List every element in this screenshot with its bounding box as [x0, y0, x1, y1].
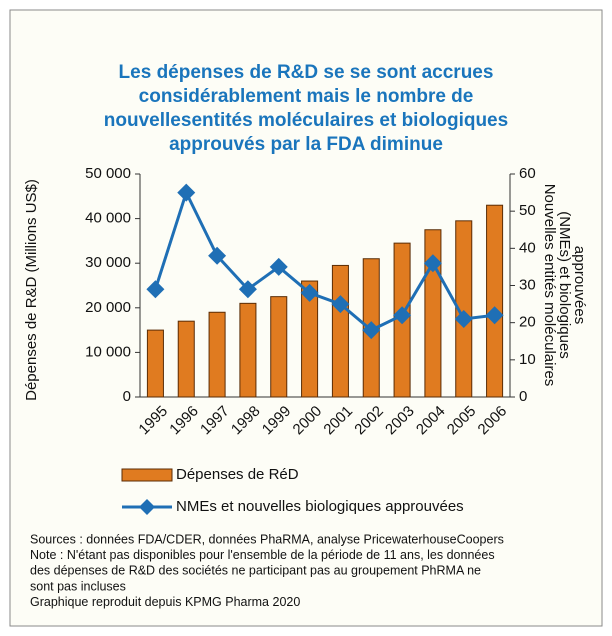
- bar: [331, 264, 349, 398]
- y-tick-label: 50 000: [85, 165, 131, 182]
- bar: [208, 311, 226, 398]
- bar: [146, 329, 164, 398]
- y2-axis-title: (NMEs) et biologiques: [556, 211, 573, 359]
- marker: [331, 295, 350, 314]
- y-tick-label: 40 000: [85, 210, 131, 227]
- y-axis-title: Dépenses de R&D (Millions US$): [23, 179, 40, 401]
- legend-label: NMEs et nouvelles biologiques approuvées: [176, 498, 464, 515]
- bar: [301, 280, 319, 398]
- bar: [486, 204, 504, 398]
- y2-tick-label: 10: [519, 351, 536, 368]
- marker: [393, 306, 412, 325]
- bar: [239, 302, 257, 398]
- note: Note : N'étant pas disponibles pour l'en…: [30, 548, 495, 562]
- note: Sources : données FDA/CDER, données PhaR…: [30, 532, 504, 546]
- marker: [362, 321, 381, 340]
- marker: [238, 280, 257, 299]
- y-tick-label: 0: [123, 388, 131, 405]
- bar: [270, 296, 288, 398]
- y-tick-label: 10 000: [85, 343, 131, 360]
- y2-tick-label: 60: [519, 165, 536, 182]
- chart-title: approuvés par la FDA diminue: [169, 134, 443, 155]
- marker: [454, 309, 473, 328]
- y2-tick-label: 30: [519, 276, 536, 293]
- legend-swatch: [121, 468, 173, 482]
- line: [153, 188, 495, 332]
- note: des dépenses de R&D des sociétés ne part…: [30, 564, 481, 578]
- bar: [455, 220, 473, 398]
- y2-tick-label: 0: [519, 388, 527, 405]
- marker: [300, 283, 319, 302]
- marker: [423, 254, 442, 273]
- marker: [177, 183, 196, 202]
- marker: [208, 246, 227, 265]
- y2-tick-label: 50: [519, 202, 536, 219]
- chart-title: Les dépenses de R&D se se sont accrues: [119, 62, 494, 83]
- y2-axis-title: Nouvelles entités moléculaires: [541, 184, 558, 387]
- note: Graphique reproduit depuis KPMG Pharma 2…: [30, 595, 300, 609]
- marker: [269, 257, 288, 276]
- marker: [146, 280, 165, 299]
- marker: [485, 306, 504, 325]
- y2-axis-title: approuvées: [571, 246, 588, 324]
- chart-title: considérablement mais le nombre de: [139, 86, 474, 107]
- note: sont pas incluses: [30, 579, 126, 593]
- y2-tick-label: 20: [519, 314, 536, 331]
- y-tick-label: 30 000: [85, 254, 131, 271]
- chart-title: nouvellesentités moléculaires et biologi…: [104, 110, 508, 131]
- legend-label: Dépenses de RéD: [176, 466, 299, 483]
- y2-tick-label: 40: [519, 239, 536, 256]
- legend-swatch: [139, 499, 155, 515]
- bar: [177, 320, 195, 398]
- y-tick-label: 20 000: [85, 299, 131, 316]
